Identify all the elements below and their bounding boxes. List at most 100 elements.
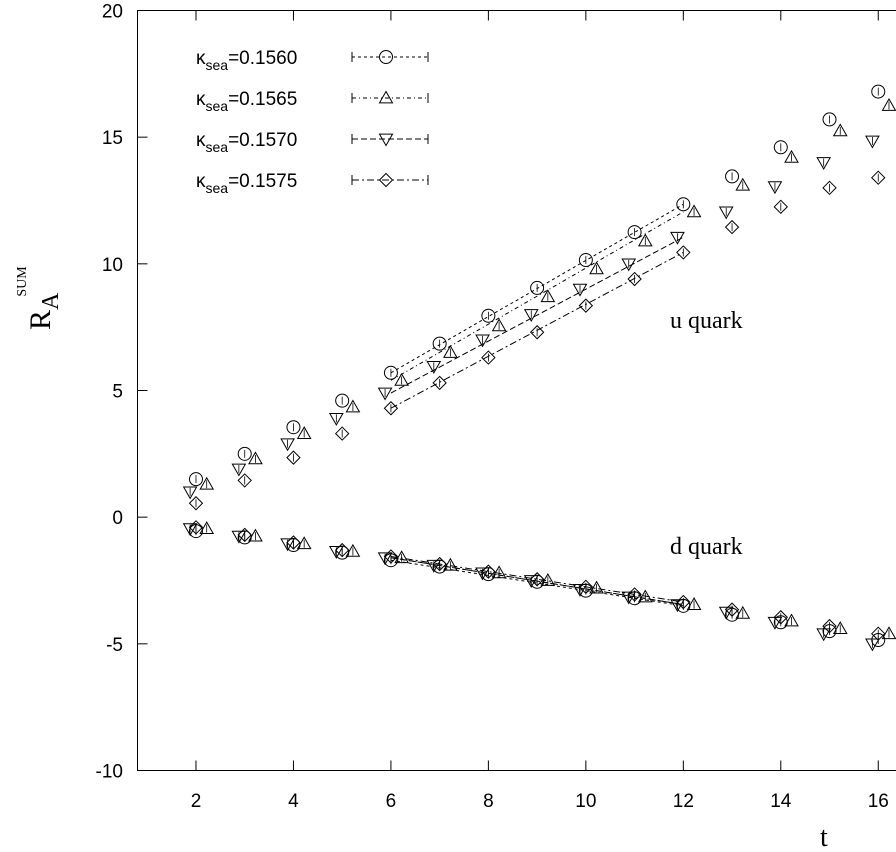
data-points [182,84,896,652]
point-u-series-3-t3 [237,473,252,488]
point-d-series-1-t11 [637,589,653,603]
x-tick-label: 8 [483,791,494,812]
x-tick-label: 12 [673,791,694,812]
legend-label-0: κsea=0.1560 [196,48,297,73]
axis-ticks: 2 4 6 8 10 12 14 16 -10 -5 0 5 10 15 20 [96,2,889,813]
y-tick-label: 5 [112,382,123,403]
point-u-series-1-t8 [491,318,507,332]
point-d-series-3-t8 [481,564,496,579]
point-d-series-3-t13 [724,602,740,617]
y-tick-label: -5 [106,635,123,656]
point-u-series-3-t7 [432,375,447,391]
point-u-series-1-t5 [345,399,361,413]
fit-lines [390,203,684,607]
point-u-series-2-t3 [231,463,247,477]
point-d-series-2-t3 [231,530,247,544]
point-u-series-3-t15 [822,180,837,196]
point-d-series-3-t2 [188,520,204,535]
annotation-u-quark: u quark [670,308,743,334]
point-u-series-0-t5 [335,393,350,408]
point-u-series-0-t7 [432,336,447,351]
point-u-series-2-t11 [621,258,637,272]
y-axis-label-sub: A [38,292,64,310]
point-u-series-0-t6 [383,365,398,380]
point-u-series-3-t8 [481,350,496,365]
point-u-series-3-t16 [871,170,886,185]
point-d-series-2-t8 [475,567,490,581]
point-d-series-2-t9 [523,575,539,589]
x-tick-label: 16 [868,791,889,812]
point-d-series-1-t4 [296,536,312,550]
point-u-series-0-t16 [871,84,886,99]
point-d-series-1-t7 [443,557,458,571]
y-axis-label: RA SUM [15,266,64,330]
point-u-series-3-t10 [578,298,594,313]
point-d-series-1-t2 [199,521,215,534]
point-d-series-3-t7 [432,556,447,572]
y-tick-label: 0 [112,508,123,529]
point-d-series-3-t14 [773,610,788,625]
point-d-series-1-t3 [248,528,263,542]
fit-line-u-series-2 [390,236,684,394]
point-d-series-3-t5 [334,542,350,558]
point-d-series-2-t2 [182,523,198,537]
y-tick-label: 20 [102,2,123,23]
point-d-series-2-t16 [865,638,880,652]
point-u-series-1-t4 [296,426,312,439]
point-d-series-1-t5 [345,543,361,557]
point-u-series-1-t10 [589,261,604,275]
point-u-series-2-t6 [377,387,393,401]
point-u-series-0-t9 [530,280,545,295]
point-u-series-3-t4 [286,450,301,465]
y-axis-label-main: R [24,310,57,330]
point-u-series-1-t15 [832,123,848,137]
y-tick-label: 10 [102,255,123,276]
point-u-series-2-t12 [670,231,685,245]
point-u-series-3-t11 [627,271,642,287]
point-u-series-3-t14 [773,199,788,215]
point-u-series-0-t12 [676,197,691,212]
point-d-series-1-t16 [881,626,896,640]
point-u-series-2-t15 [816,157,832,171]
point-u-series-1-t12 [686,204,702,218]
point-d-series-1-t10 [589,580,604,594]
legend-marker-1 [378,90,394,104]
point-d-series-2-t15 [816,628,832,642]
point-d-series-2-t7 [426,559,442,573]
legend-marker-0 [379,50,393,64]
legend: κsea=0.1560 κsea=0.1565 κsea=0.1570 κsea=0.… [196,48,429,196]
point-u-series-1-t11 [637,233,653,247]
point-u-series-2-t10 [572,283,588,297]
point-u-series-0-t2 [188,472,203,487]
x-tick-label: 6 [386,791,397,812]
point-d-series-1-t13 [735,605,751,619]
point-u-series-0-t10 [578,253,593,268]
legend-marker-2 [378,133,394,147]
point-d-series-3-t4 [286,535,301,550]
point-u-series-0-t13 [725,169,740,184]
point-d-series-2-t5 [328,545,344,559]
legend-label-3: κsea=0.1575 [196,171,297,196]
point-u-series-2-t14 [767,181,783,195]
point-u-series-0-t8 [481,308,496,323]
point-d-series-1-t14 [784,613,799,627]
point-d-series-1-t12 [686,597,702,610]
annotation-d-quark: d quark [670,534,743,560]
point-u-series-2-t16 [865,135,880,149]
point-u-series-2-t4 [280,438,295,452]
plot-frame [137,10,896,771]
point-u-series-3-t2 [188,496,204,511]
point-d-series-3-t11 [627,587,642,602]
point-u-series-1-t7 [443,344,458,358]
legend-marker-3 [378,172,394,188]
point-u-series-2-t13 [718,206,734,220]
x-tick-label: 2 [191,791,202,812]
point-u-series-0-t11 [627,225,642,240]
point-u-series-3-t12 [676,245,691,260]
point-d-series-1-t6 [394,550,410,564]
point-u-series-0-t4 [286,420,301,435]
point-u-series-0-t3 [237,446,252,461]
point-d-series-1-t9 [540,572,556,586]
point-d-series-3-t3 [237,527,252,543]
